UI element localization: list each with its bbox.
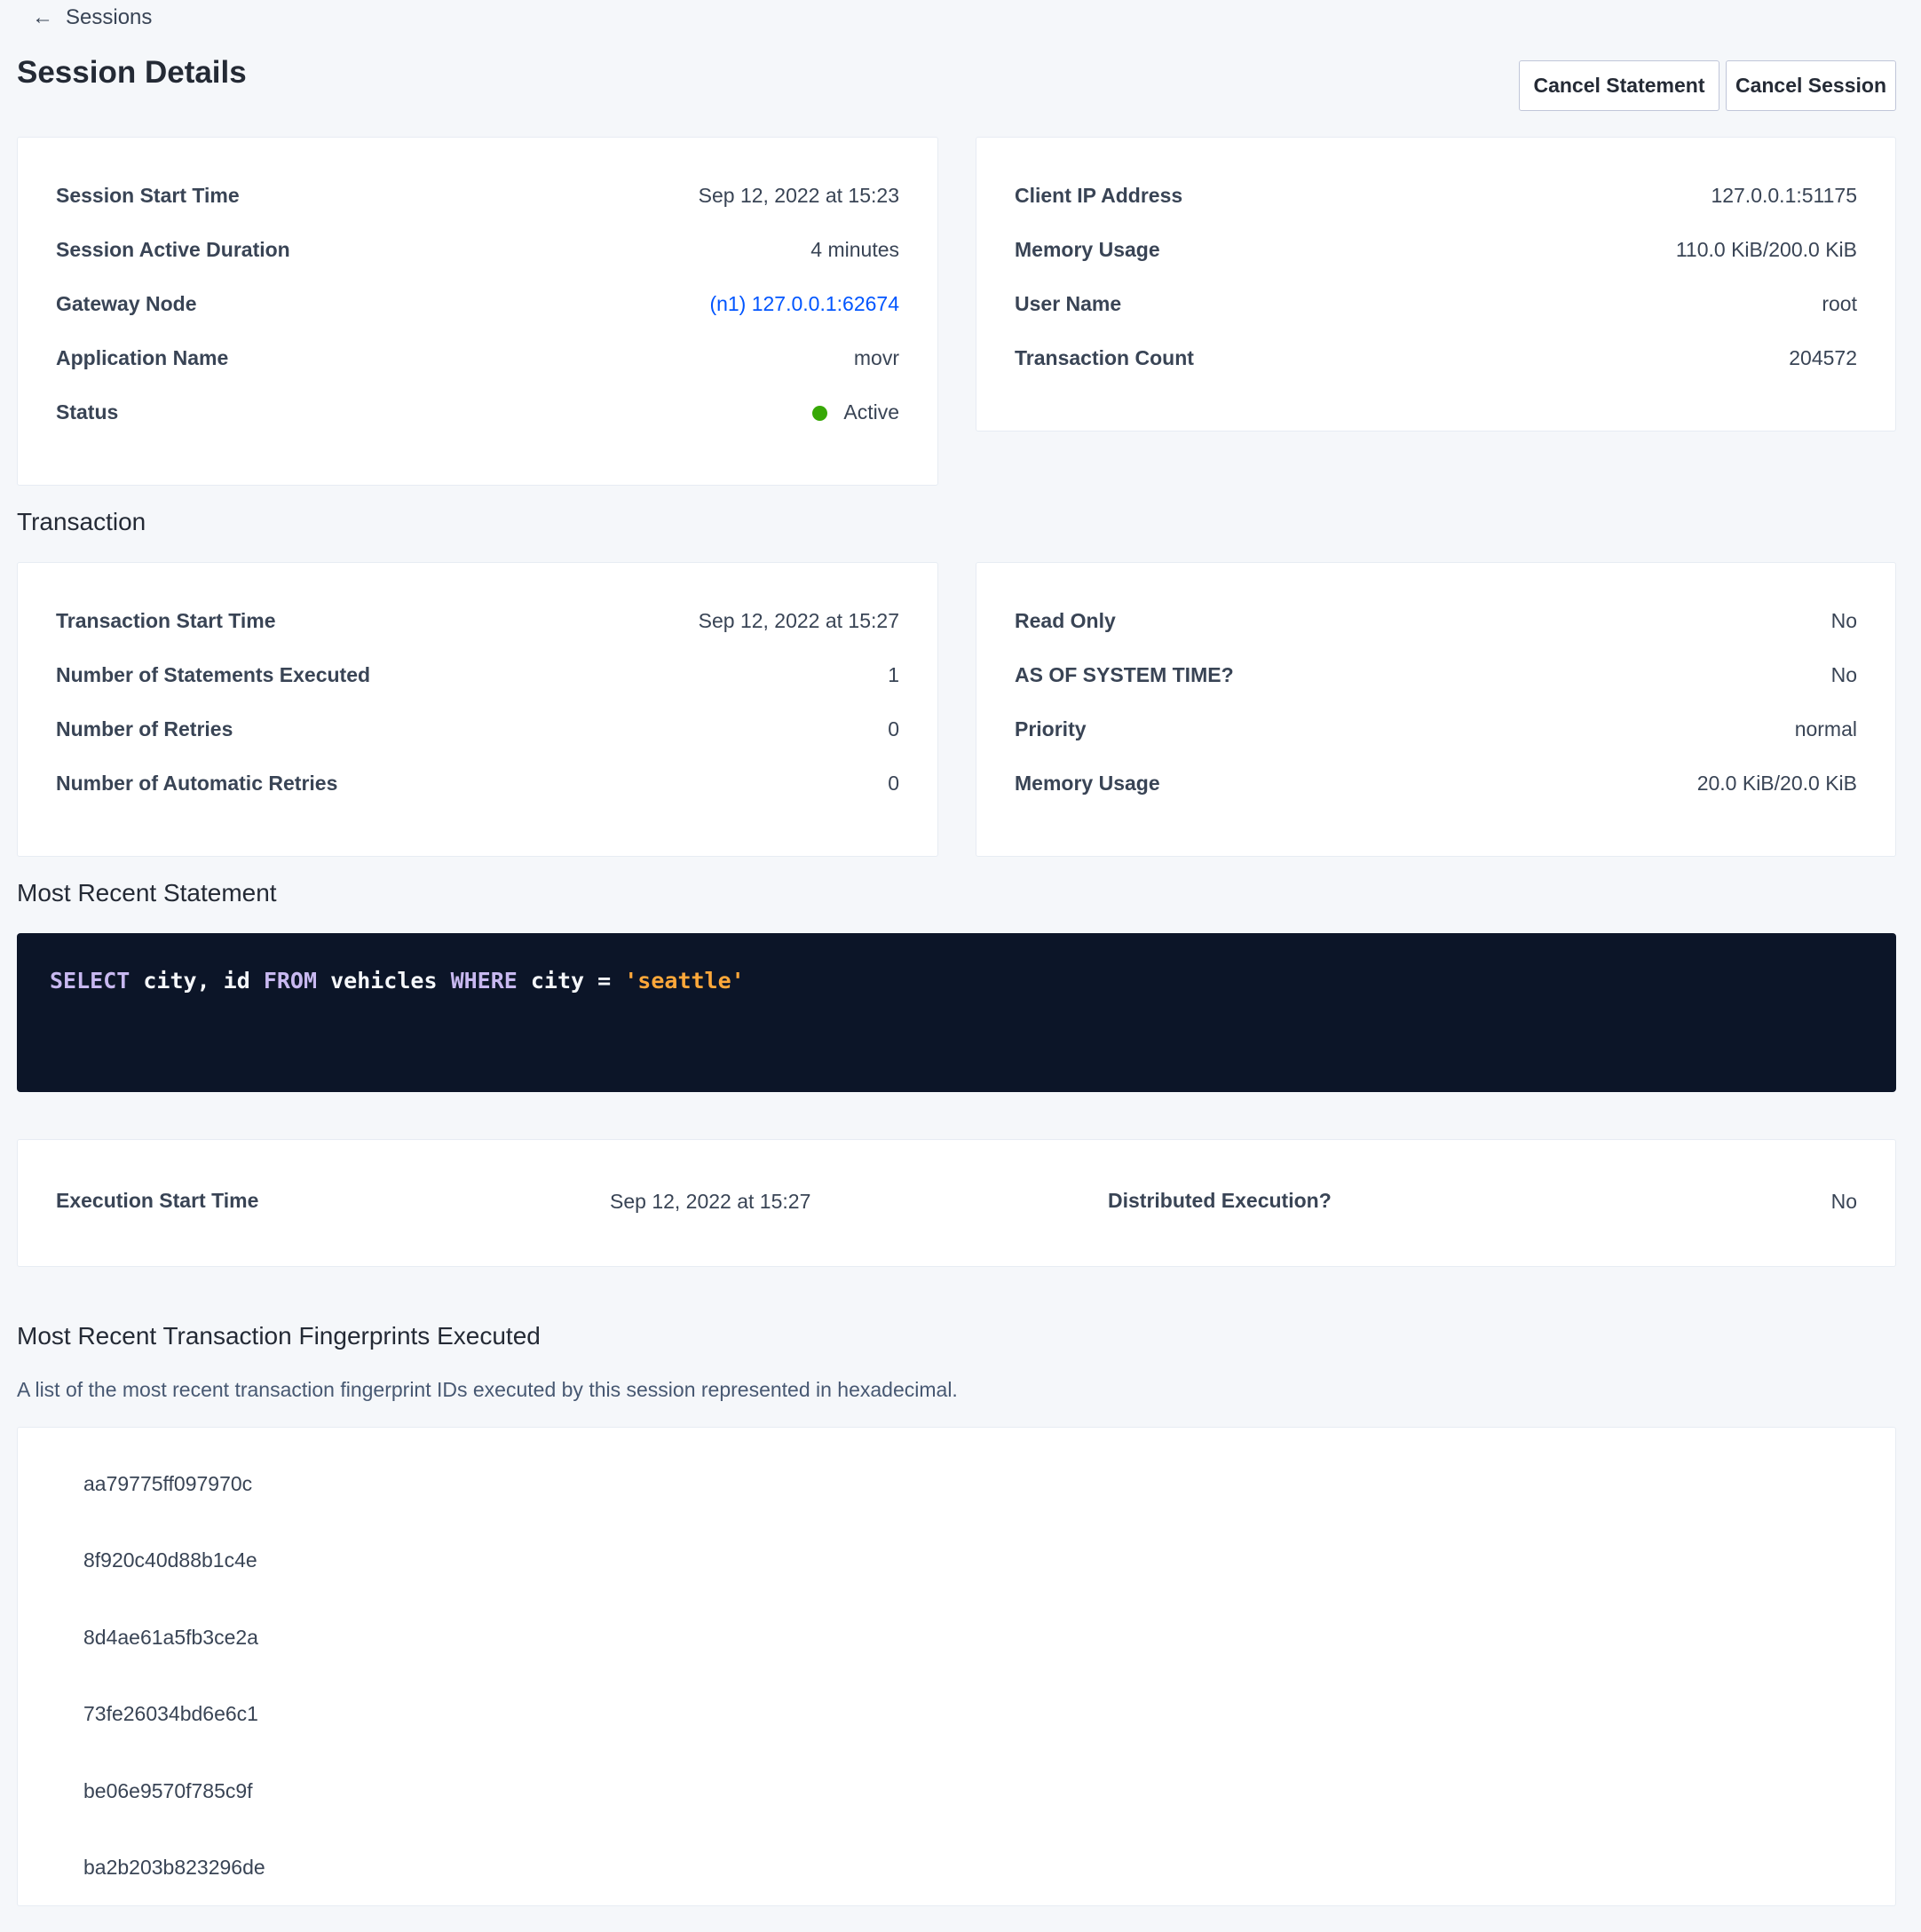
info-label: Number of Automatic Retries bbox=[56, 771, 338, 795]
info-label: Priority bbox=[1015, 717, 1087, 740]
info-row: Number of Retries 0 bbox=[56, 711, 899, 747]
fingerprint-item: 8d4ae61a5fb3ce2a bbox=[83, 1626, 258, 1649]
sql-keyword: FROM bbox=[263, 968, 318, 994]
info-row: Transaction Count 204572 bbox=[1015, 340, 1857, 376]
fingerprints-description: A list of the most recent transaction fi… bbox=[17, 1378, 958, 1401]
info-value: normal bbox=[1794, 717, 1857, 740]
fingerprint-item: 73fe26034bd6e6c1 bbox=[83, 1702, 258, 1725]
info-label: User Name bbox=[1015, 291, 1122, 315]
info-row: Session Start Time Sep 12, 2022 at 15:23 bbox=[56, 178, 899, 213]
info-label: Status bbox=[56, 400, 119, 424]
fingerprint-item: be06e9570f785c9f bbox=[83, 1779, 253, 1802]
statement-heading: Most Recent Statement bbox=[17, 879, 277, 907]
sql-text: vehicles bbox=[317, 968, 451, 994]
info-label: Client IP Address bbox=[1015, 183, 1183, 207]
info-label: Application Name bbox=[56, 345, 229, 369]
execution-start-label: Execution Start Time bbox=[56, 1189, 259, 1212]
info-label: Memory Usage bbox=[1015, 237, 1160, 261]
session-client-card: Client IP Address 127.0.0.1:51175 Memory … bbox=[976, 137, 1896, 432]
info-value: 20.0 KiB/20.0 KiB bbox=[1696, 771, 1857, 795]
sql-statement-code-block: SELECT city, id FROM vehicles WHERE city… bbox=[17, 933, 1896, 1092]
back-label: Sessions bbox=[66, 5, 153, 29]
info-row: User Name root bbox=[1015, 286, 1857, 321]
fingerprint-item: ba2b203b823296de bbox=[83, 1856, 265, 1879]
info-value: 204572 bbox=[1789, 345, 1857, 369]
info-value: movr bbox=[853, 345, 899, 369]
info-value: Sep 12, 2022 at 15:27 bbox=[698, 608, 899, 632]
info-label: Transaction Count bbox=[1015, 345, 1194, 369]
fingerprint-item: aa79775ff097970c bbox=[83, 1472, 253, 1495]
cancel-session-button[interactable]: Cancel Session bbox=[1726, 60, 1896, 111]
info-value: root bbox=[1822, 291, 1857, 315]
info-value: 0 bbox=[888, 771, 899, 795]
sql-text: city, id bbox=[130, 968, 264, 994]
info-value: 0 bbox=[888, 717, 899, 740]
status-badge: Active bbox=[812, 400, 899, 424]
info-label: Read Only bbox=[1015, 608, 1116, 632]
session-info-card: Session Start Time Sep 12, 2022 at 15:23 … bbox=[17, 137, 938, 486]
execution-card: Execution Start Time Sep 12, 2022 at 15:… bbox=[17, 1139, 1896, 1267]
arrow-left-icon: ← bbox=[32, 5, 53, 29]
execution-start-value: Sep 12, 2022 at 15:27 bbox=[610, 1190, 811, 1213]
info-value: 127.0.0.1:51175 bbox=[1711, 183, 1857, 207]
info-label: Gateway Node bbox=[56, 291, 197, 315]
page-title: Session Details bbox=[17, 55, 247, 90]
info-row: Memory Usage 110.0 KiB/200.0 KiB bbox=[1015, 232, 1857, 267]
sql-keyword: WHERE bbox=[450, 968, 518, 994]
transaction-card: Transaction Start Time Sep 12, 2022 at 15… bbox=[17, 562, 938, 857]
fingerprint-item: 8f920c40d88b1c4e bbox=[83, 1548, 257, 1572]
sql-keyword: SELECT bbox=[50, 968, 130, 994]
info-label: AS OF SYSTEM TIME? bbox=[1015, 662, 1234, 686]
info-label: Session Start Time bbox=[56, 183, 240, 207]
distributed-execution-label: Distributed Execution? bbox=[1108, 1189, 1332, 1212]
info-row: Memory Usage 20.0 KiB/20.0 KiB bbox=[1015, 765, 1857, 801]
info-row: Transaction Start Time Sep 12, 2022 at 15… bbox=[56, 603, 899, 638]
cancel-statement-button[interactable]: Cancel Statement bbox=[1519, 60, 1719, 111]
info-row: Read Only No bbox=[1015, 603, 1857, 638]
info-value: Sep 12, 2022 at 15:23 bbox=[698, 183, 899, 207]
info-value: No bbox=[1830, 662, 1857, 686]
sql-text: city = bbox=[517, 968, 625, 994]
info-label: Transaction Start Time bbox=[56, 608, 276, 632]
info-row: Gateway Node (n1) 127.0.0.1:62674 bbox=[56, 286, 899, 321]
info-row: Number of Statements Executed 1 bbox=[56, 657, 899, 693]
info-row: Priority normal bbox=[1015, 711, 1857, 747]
info-label: Number of Retries bbox=[56, 717, 233, 740]
transaction-heading: Transaction bbox=[17, 508, 146, 535]
fingerprints-heading: Most Recent Transaction Fingerprints Exe… bbox=[17, 1322, 541, 1350]
info-value: No bbox=[1830, 608, 1857, 632]
info-row: Number of Automatic Retries 0 bbox=[56, 765, 899, 801]
status-text: Active bbox=[843, 400, 899, 424]
info-label: Number of Statements Executed bbox=[56, 662, 371, 686]
info-row: Session Active Duration 4 minutes bbox=[56, 232, 899, 267]
transaction-details-card: Read Only No AS OF SYSTEM TIME? No Priorit… bbox=[976, 562, 1896, 857]
info-value: 1 bbox=[888, 662, 899, 686]
distributed-execution-value: No bbox=[1830, 1190, 1857, 1213]
info-label: Memory Usage bbox=[1015, 771, 1160, 795]
info-value: 4 minutes bbox=[810, 237, 899, 261]
fingerprints-list: aa79775ff097970c 8f920c40d88b1c4e 8d4ae6… bbox=[17, 1427, 1896, 1906]
info-row: Client IP Address 127.0.0.1:51175 bbox=[1015, 178, 1857, 213]
gateway-node-link[interactable]: (n1) 127.0.0.1:62674 bbox=[709, 291, 899, 315]
info-row: Application Name movr bbox=[56, 340, 899, 376]
info-label: Session Active Duration bbox=[56, 237, 290, 261]
status-dot-icon bbox=[812, 405, 828, 421]
info-value: 110.0 KiB/200.0 KiB bbox=[1675, 237, 1857, 261]
back-to-sessions-link[interactable]: ← Sessions bbox=[32, 5, 152, 30]
info-row: Status Active bbox=[56, 394, 899, 430]
info-row: AS OF SYSTEM TIME? No bbox=[1015, 657, 1857, 693]
sql-string: 'seattle' bbox=[624, 968, 745, 994]
